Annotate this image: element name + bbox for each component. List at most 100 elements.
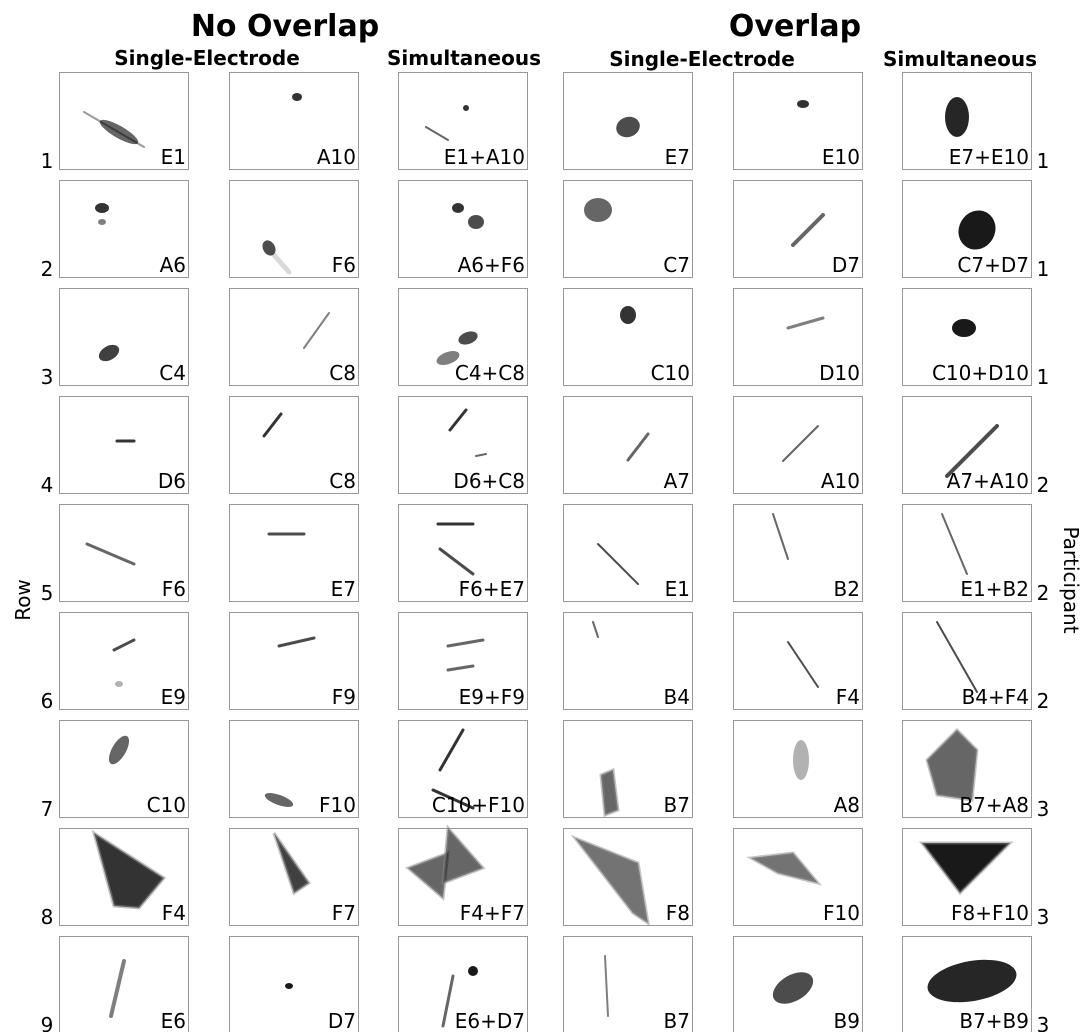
phosphene	[945, 97, 969, 137]
phosphene	[438, 728, 465, 772]
panel-label: A7+A10	[947, 469, 1029, 493]
panel: F4	[59, 828, 189, 926]
phosphene	[616, 116, 640, 138]
phosphene	[98, 219, 106, 225]
panel: F6	[229, 180, 359, 278]
panel-label: F4	[836, 685, 860, 709]
panel-frame	[563, 504, 693, 602]
phosphene	[570, 834, 651, 927]
panel-label: F8+F10	[951, 901, 1029, 925]
panel-frame	[59, 936, 189, 1032]
panel-label: F4+F7	[460, 901, 525, 925]
phosphene	[620, 306, 636, 324]
panel-label: E1+A10	[444, 145, 525, 169]
panel-label: E1	[665, 577, 690, 601]
participant-number: 3	[1037, 797, 1050, 821]
phosphene	[441, 824, 486, 886]
phosphene	[463, 105, 469, 111]
phosphene	[271, 252, 292, 275]
panel-label: F4	[162, 901, 186, 925]
panel-label: F10	[319, 793, 356, 817]
panel-frame	[59, 72, 189, 170]
panel-frame	[902, 72, 1032, 170]
phosphene	[95, 203, 109, 213]
panel-label: C10	[147, 793, 186, 817]
panel: F9	[229, 612, 359, 710]
panel-label: F6+E7	[459, 577, 525, 601]
panel-label: C4+C8	[455, 361, 525, 385]
panel-frame	[398, 504, 528, 602]
panel: C7	[563, 180, 693, 278]
phosphene	[431, 788, 475, 810]
panel-frame	[902, 288, 1032, 386]
panel-label: E7	[331, 577, 356, 601]
panel-label: A6+F6	[458, 253, 525, 277]
panel-label: C8	[329, 469, 356, 493]
phosphene	[604, 955, 609, 1017]
phosphene	[468, 966, 478, 976]
panel-frame	[733, 612, 863, 710]
panel: E1	[563, 504, 693, 602]
phosphene	[292, 93, 302, 101]
panel-label: E7	[665, 145, 690, 169]
panel-label: D6	[158, 469, 186, 493]
phosphene	[468, 215, 484, 229]
panel-label: C8	[329, 361, 356, 385]
panel: E1+B2	[902, 504, 1032, 602]
panel: D7	[229, 936, 359, 1032]
panel-label: E9+F9	[459, 685, 525, 709]
phosphene	[109, 959, 126, 1018]
panel-frame	[398, 936, 528, 1032]
phosphene	[285, 983, 293, 989]
panel-label: F6	[332, 253, 356, 277]
panel-label: A10	[821, 469, 860, 493]
panel-label: B7+B9	[959, 1009, 1029, 1032]
phosphene	[458, 331, 478, 345]
panel: E1	[59, 72, 189, 170]
panel: C8	[229, 396, 359, 494]
panel: B7+B9	[902, 936, 1032, 1032]
panel: B7	[563, 720, 693, 818]
participant-number: 1	[1037, 365, 1050, 389]
row-number: 9	[41, 1013, 54, 1032]
phosphene	[264, 793, 294, 807]
phosphene	[592, 621, 599, 638]
phosphene	[797, 100, 809, 108]
phosphene	[91, 829, 167, 910]
panel: A7+A10	[902, 396, 1032, 494]
panel-frame	[733, 288, 863, 386]
row-axis-label: Row	[11, 579, 35, 621]
phosphene	[112, 638, 136, 652]
panel-label: E9	[161, 685, 186, 709]
panel: F6	[59, 504, 189, 602]
panel-label: C10+D10	[932, 361, 1029, 385]
phosphene	[958, 210, 996, 250]
phosphene	[597, 543, 639, 585]
phosphene	[262, 412, 283, 438]
panel: E6+D7	[398, 936, 528, 1032]
participant-number: 3	[1037, 1013, 1050, 1032]
panel-frame	[563, 288, 693, 386]
phosphene	[446, 638, 485, 648]
panel-label: A7	[664, 469, 690, 493]
panel-label: F8	[666, 901, 690, 925]
panel-frame	[902, 612, 1032, 710]
panel: D6+C8	[398, 396, 528, 494]
panel: B7	[563, 936, 693, 1032]
participant-number: 2	[1037, 473, 1050, 497]
phosphene	[108, 735, 130, 765]
phosphene	[98, 344, 120, 362]
panel: D10	[733, 288, 863, 386]
panel: E7	[229, 504, 359, 602]
panel-label: D10	[819, 361, 860, 385]
panel: F6+E7	[398, 504, 528, 602]
panel-frame	[59, 612, 189, 710]
panel-label: F6	[162, 577, 186, 601]
phosphene	[793, 740, 809, 780]
panel: B2	[733, 504, 863, 602]
panel-frame	[229, 396, 359, 494]
panel-label: C7+D7	[957, 253, 1029, 277]
panel: E10	[733, 72, 863, 170]
panel-label: A6	[160, 253, 186, 277]
